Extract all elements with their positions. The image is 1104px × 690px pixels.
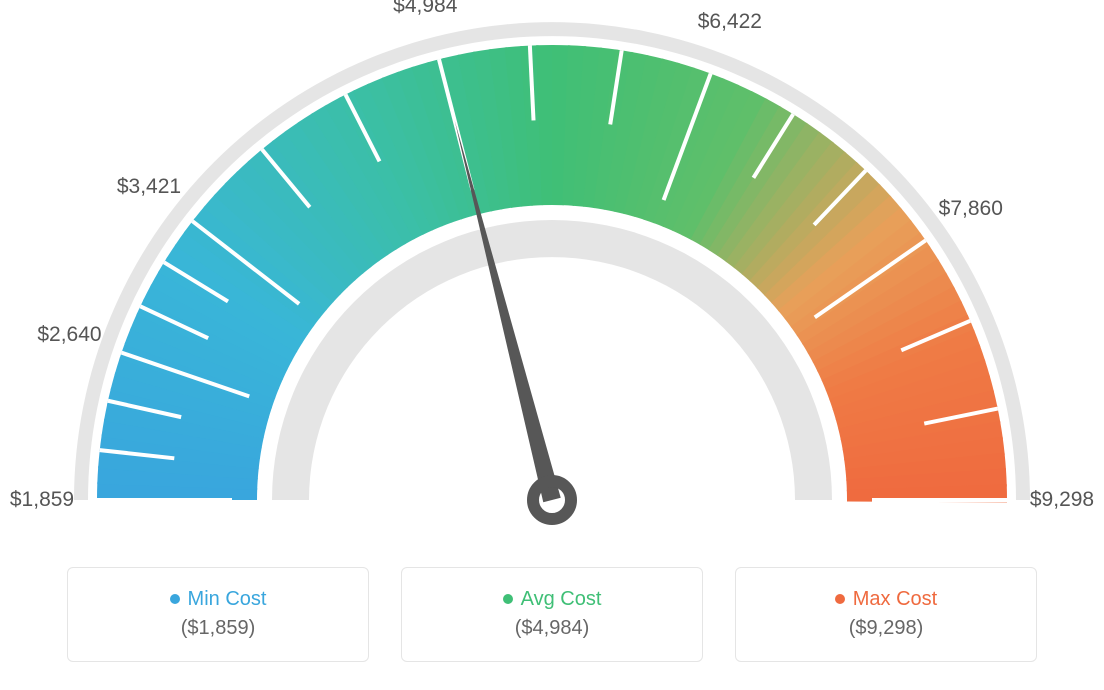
gauge-tick-label: $1,859 — [10, 488, 74, 512]
gauge-svg — [0, 0, 1104, 560]
legend-value: ($9,298) — [849, 617, 924, 640]
legend-row: Min Cost ($1,859) Avg Cost ($4,984) Max Cost… — [0, 567, 1104, 662]
legend-card-min-cost: Min Cost ($1,859) — [67, 567, 369, 662]
gauge-color-arc — [97, 45, 1007, 502]
legend-title: Min Cost — [188, 588, 267, 611]
gauge-tick-label: $6,422 — [698, 10, 762, 34]
gauge-tick-label: $3,421 — [117, 175, 181, 199]
legend-value: ($1,859) — [181, 617, 256, 640]
legend-value: ($4,984) — [515, 617, 590, 640]
gauge-tick-label: $2,640 — [37, 323, 101, 347]
gauge-chart-container: $1,859 $2,640 $3,421 $4,984 $6,422 $7,860 $9,2… — [0, 0, 1104, 690]
legend-title: Max Cost — [853, 588, 937, 611]
legend-title-row: Avg Cost — [503, 588, 602, 611]
legend-card-avg-cost: Avg Cost ($4,984) — [401, 567, 703, 662]
gauge-area: $1,859 $2,640 $3,421 $4,984 $6,422 $7,860 $9,2… — [0, 0, 1104, 550]
legend-title-row: Min Cost — [170, 588, 267, 611]
gauge-tick-label: $9,298 — [1030, 488, 1094, 512]
legend-dot-icon — [170, 594, 180, 604]
legend-title-row: Max Cost — [835, 588, 937, 611]
legend-dot-icon — [835, 594, 845, 604]
legend-card-max-cost: Max Cost ($9,298) — [735, 567, 1037, 662]
gauge-tick-label: $4,984 — [393, 0, 457, 18]
legend-title: Avg Cost — [521, 588, 602, 611]
gauge-tick-label: $7,860 — [939, 197, 1003, 221]
legend-dot-icon — [503, 594, 513, 604]
